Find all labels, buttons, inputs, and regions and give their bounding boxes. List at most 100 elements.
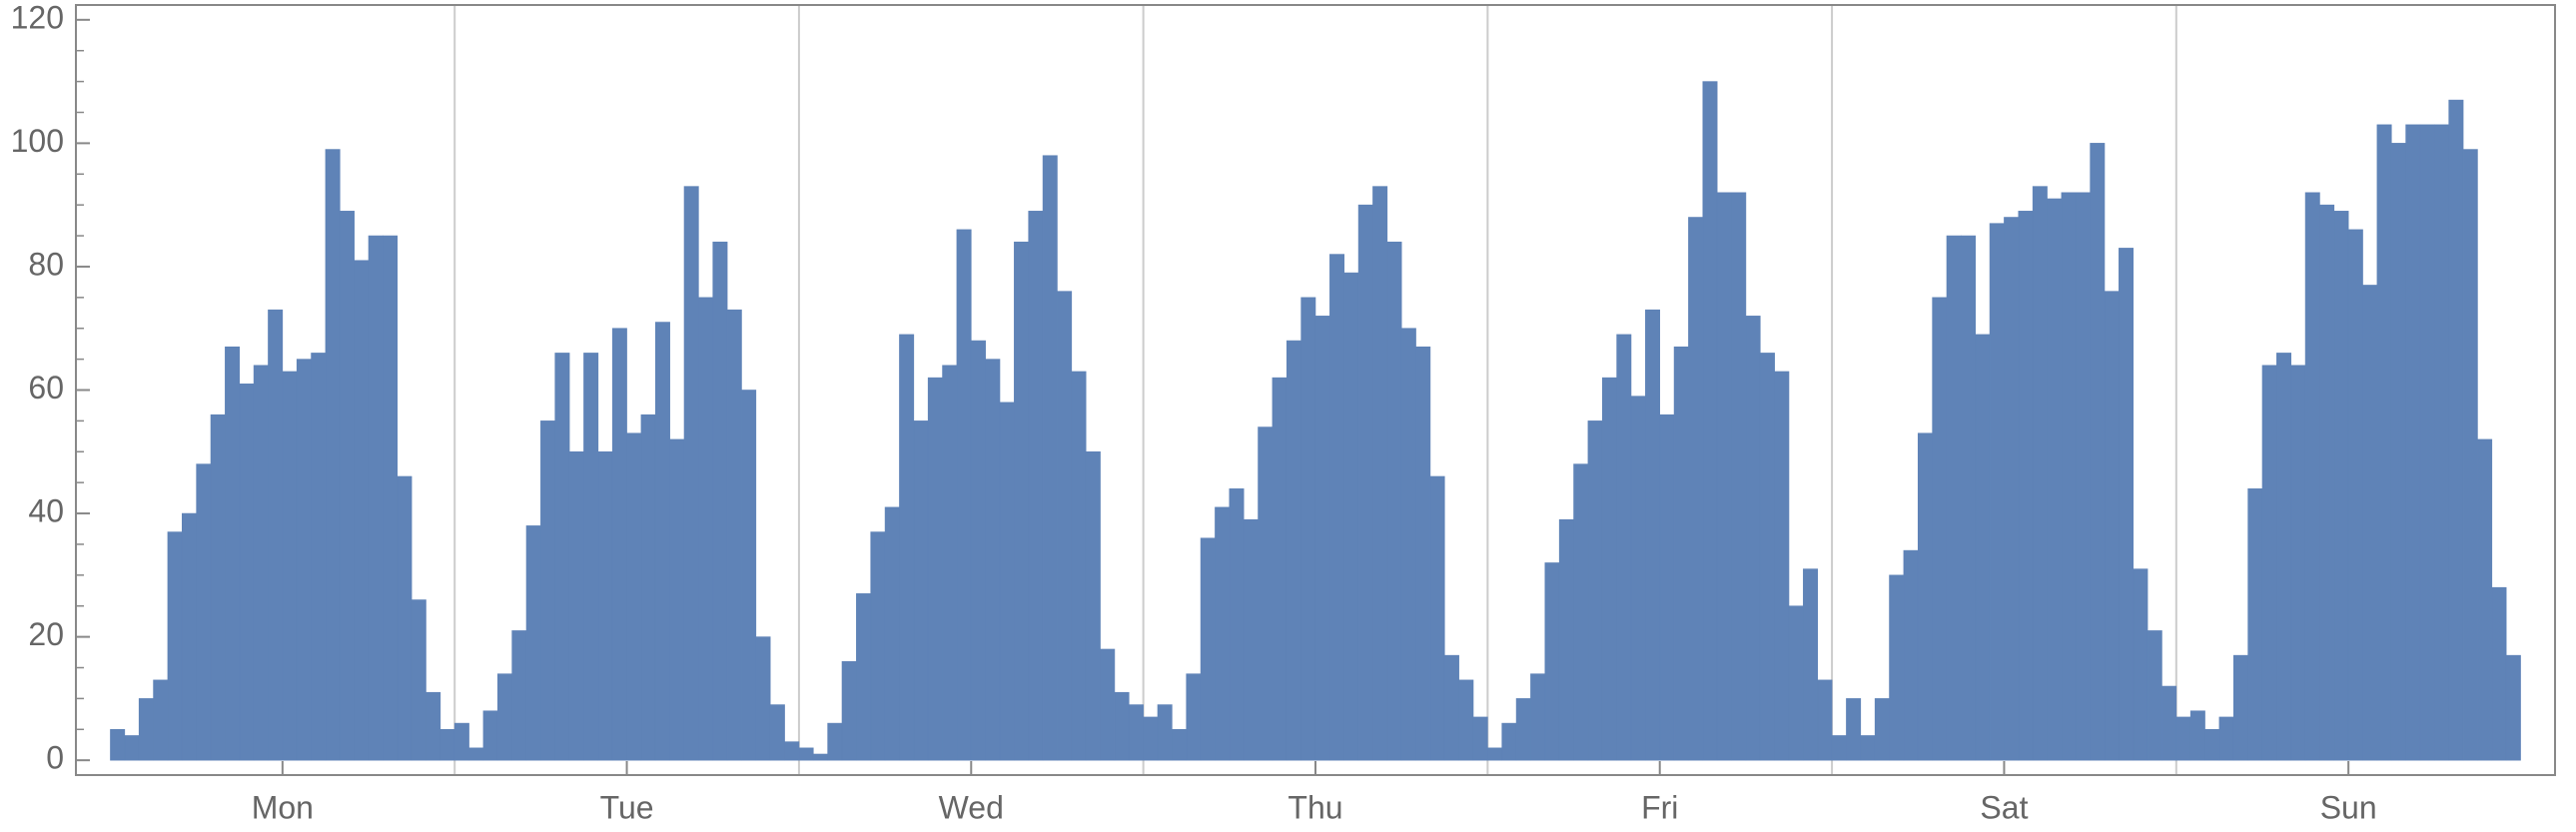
bar xyxy=(755,636,771,761)
bar xyxy=(554,353,570,761)
bar xyxy=(2448,99,2464,761)
bar xyxy=(1458,679,1474,761)
bar xyxy=(1874,698,1890,761)
bar xyxy=(985,359,1001,761)
bar xyxy=(1573,463,1589,761)
bar xyxy=(368,235,384,761)
bar xyxy=(856,593,872,761)
bar xyxy=(153,679,169,761)
bar xyxy=(167,531,183,761)
y-tick-label: 40 xyxy=(28,493,64,529)
bar xyxy=(1817,679,1833,761)
bar xyxy=(2333,211,2349,761)
bar xyxy=(1085,450,1101,761)
bar xyxy=(2061,192,2077,761)
bar xyxy=(2104,291,2120,761)
bar xyxy=(2161,685,2177,761)
bar xyxy=(210,414,226,761)
bar xyxy=(1143,716,1159,761)
y-tick-label: 100 xyxy=(11,123,64,159)
bar xyxy=(282,371,298,761)
bar xyxy=(2319,204,2335,761)
bar xyxy=(1229,488,1245,761)
y-tick-label: 20 xyxy=(28,616,64,652)
bar xyxy=(841,661,857,761)
bar xyxy=(1487,747,1503,761)
bar xyxy=(496,673,512,761)
bar xyxy=(913,420,929,761)
bar xyxy=(1846,698,1862,761)
bar xyxy=(1946,235,1962,761)
bar xyxy=(726,309,742,761)
bar xyxy=(1932,297,1948,761)
bar xyxy=(468,747,484,761)
bar xyxy=(1071,371,1087,761)
bar xyxy=(540,420,556,761)
bar xyxy=(1057,291,1073,761)
bar xyxy=(1501,722,1517,761)
bar xyxy=(1659,414,1675,761)
bar xyxy=(1587,420,1603,761)
bar xyxy=(1100,648,1116,761)
bar xyxy=(439,728,455,761)
bar xyxy=(2376,124,2392,761)
bar xyxy=(1558,518,1574,761)
bar xyxy=(2004,217,2020,761)
bar xyxy=(2175,716,2191,761)
bar xyxy=(253,365,269,761)
y-tick-label: 0 xyxy=(46,740,64,776)
bar xyxy=(1243,518,1259,761)
bar xyxy=(1917,432,1933,761)
bar xyxy=(2075,192,2091,761)
bar xyxy=(1803,568,1819,761)
bar xyxy=(339,211,355,761)
bar xyxy=(225,346,241,761)
bar xyxy=(181,512,197,761)
bar xyxy=(525,525,541,761)
bar xyxy=(1716,192,1732,761)
bar xyxy=(1258,426,1274,761)
bar xyxy=(669,438,685,761)
bar xyxy=(812,753,828,761)
bar xyxy=(2261,365,2277,761)
bar xyxy=(1172,728,1188,761)
bar xyxy=(1860,735,1876,761)
bar xyxy=(999,402,1015,761)
bar xyxy=(1372,186,1388,761)
bar xyxy=(626,432,642,761)
bar xyxy=(583,353,599,761)
bar xyxy=(2119,248,2135,761)
bar xyxy=(110,728,126,761)
bar xyxy=(1186,673,1202,761)
bar xyxy=(482,710,498,761)
x-tick-label: Tue xyxy=(600,789,654,825)
bar xyxy=(798,747,814,761)
bar xyxy=(2491,586,2507,761)
bar xyxy=(683,186,699,761)
bar xyxy=(2032,186,2048,761)
bar xyxy=(784,741,800,761)
bar xyxy=(927,377,943,761)
bar xyxy=(2018,211,2034,761)
bar xyxy=(970,340,986,761)
bar xyxy=(884,506,900,761)
bar xyxy=(1272,377,1288,761)
y-tick-label: 80 xyxy=(28,246,64,282)
bar xyxy=(1314,316,1330,761)
bar xyxy=(1386,241,1402,761)
bar xyxy=(654,322,670,761)
bar xyxy=(1774,371,1790,761)
bar xyxy=(712,241,728,761)
bar xyxy=(1157,704,1173,761)
bar xyxy=(268,309,284,761)
bar xyxy=(1544,562,1560,761)
x-tick-label: Sat xyxy=(1980,789,2028,825)
bar xyxy=(2505,654,2521,761)
bar xyxy=(2405,124,2421,761)
bar xyxy=(597,450,613,761)
bar xyxy=(1630,396,1646,761)
x-tick-label: Fri xyxy=(1641,789,1678,825)
bar xyxy=(1759,353,1775,761)
bar xyxy=(1903,549,1919,761)
bar xyxy=(383,235,399,761)
